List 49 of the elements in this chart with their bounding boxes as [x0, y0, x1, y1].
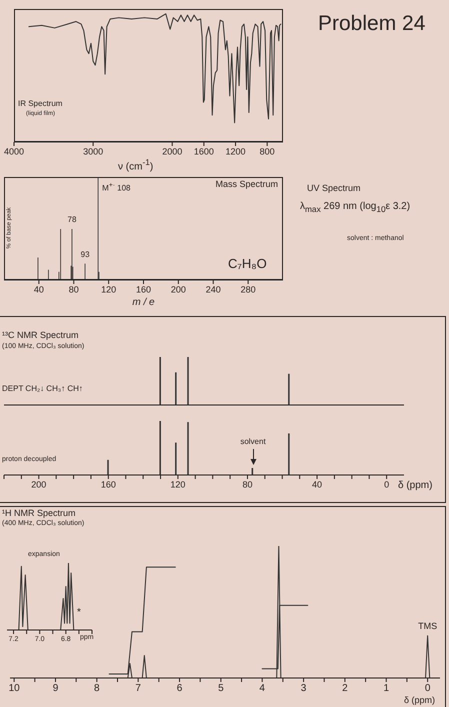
- annotation: TMS: [418, 620, 438, 632]
- x-tick-label: 80: [242, 479, 252, 490]
- x-tick-label: 40: [312, 479, 322, 490]
- annotation: M$^{+·}$ 108: [102, 182, 131, 194]
- chart-title: ¹³C NMR Spectrum: [2, 330, 79, 341]
- x-tick-label: 280: [240, 284, 256, 294]
- x-tick-label: 2000: [162, 146, 182, 156]
- x-tick-label: 5: [218, 683, 224, 694]
- annotation: 78: [68, 215, 76, 225]
- x-tick-label: 1: [383, 683, 390, 694]
- x-tick-label: 8: [94, 683, 100, 694]
- text: λ$_{max}$ 269 nm (log$_{10}$ε 3.2): [300, 201, 410, 214]
- x-axis-title: m / e: [132, 297, 155, 308]
- x-tick-label: 120: [170, 479, 186, 490]
- x-tick-label: 160: [100, 479, 116, 490]
- x-axis-title: ν (cm$^{-1}$): [118, 157, 154, 172]
- x-tick-label: 0: [384, 479, 390, 490]
- x-tick-label: 160: [136, 284, 152, 294]
- chart-title: Mass Spectrum: [215, 179, 278, 190]
- x-tick-label: 200: [170, 284, 186, 294]
- x-axis-title: δ (ppm): [404, 695, 436, 706]
- x-tick-label: 9: [52, 683, 59, 694]
- x-tick-label: 1600: [194, 146, 214, 156]
- text: IR Spectrum: [18, 99, 62, 109]
- x-tick-label: 3: [300, 683, 307, 694]
- x-tick-label: 80: [68, 284, 79, 294]
- annotation: solvent: [240, 437, 266, 447]
- x-tick-label: 240: [206, 284, 221, 294]
- x-axis-title: δ (ppm): [398, 480, 432, 491]
- x-tick-label: 1200: [226, 146, 246, 156]
- x-tick-label: 0: [424, 683, 431, 694]
- x-tick-label: 4: [259, 683, 266, 694]
- x-tick-label: 3000: [83, 146, 104, 156]
- x-tick-label: 40: [34, 284, 44, 294]
- text: Problem 24: [318, 12, 426, 36]
- x-tick-label: 10: [8, 683, 20, 694]
- x-tick-label: 4000: [4, 146, 24, 156]
- x-tick-label: 200: [31, 479, 46, 490]
- x-tick-label: 7: [135, 683, 142, 694]
- x-tick-label: 6: [176, 683, 183, 694]
- annotation: *: [77, 607, 81, 618]
- x-tick-label: 800: [260, 146, 275, 156]
- annotation: C₇H₈O: [228, 256, 267, 272]
- chart-title: ¹H NMR Spectrum: [2, 508, 76, 519]
- annotation: DEPT CH₂↓ CH₃↑ CH↑: [2, 384, 83, 394]
- text: UV Spectrum: [307, 183, 361, 194]
- annotation: 93: [80, 250, 90, 260]
- x-tick-label: 120: [101, 284, 116, 294]
- x-tick-label: 2: [342, 683, 348, 694]
